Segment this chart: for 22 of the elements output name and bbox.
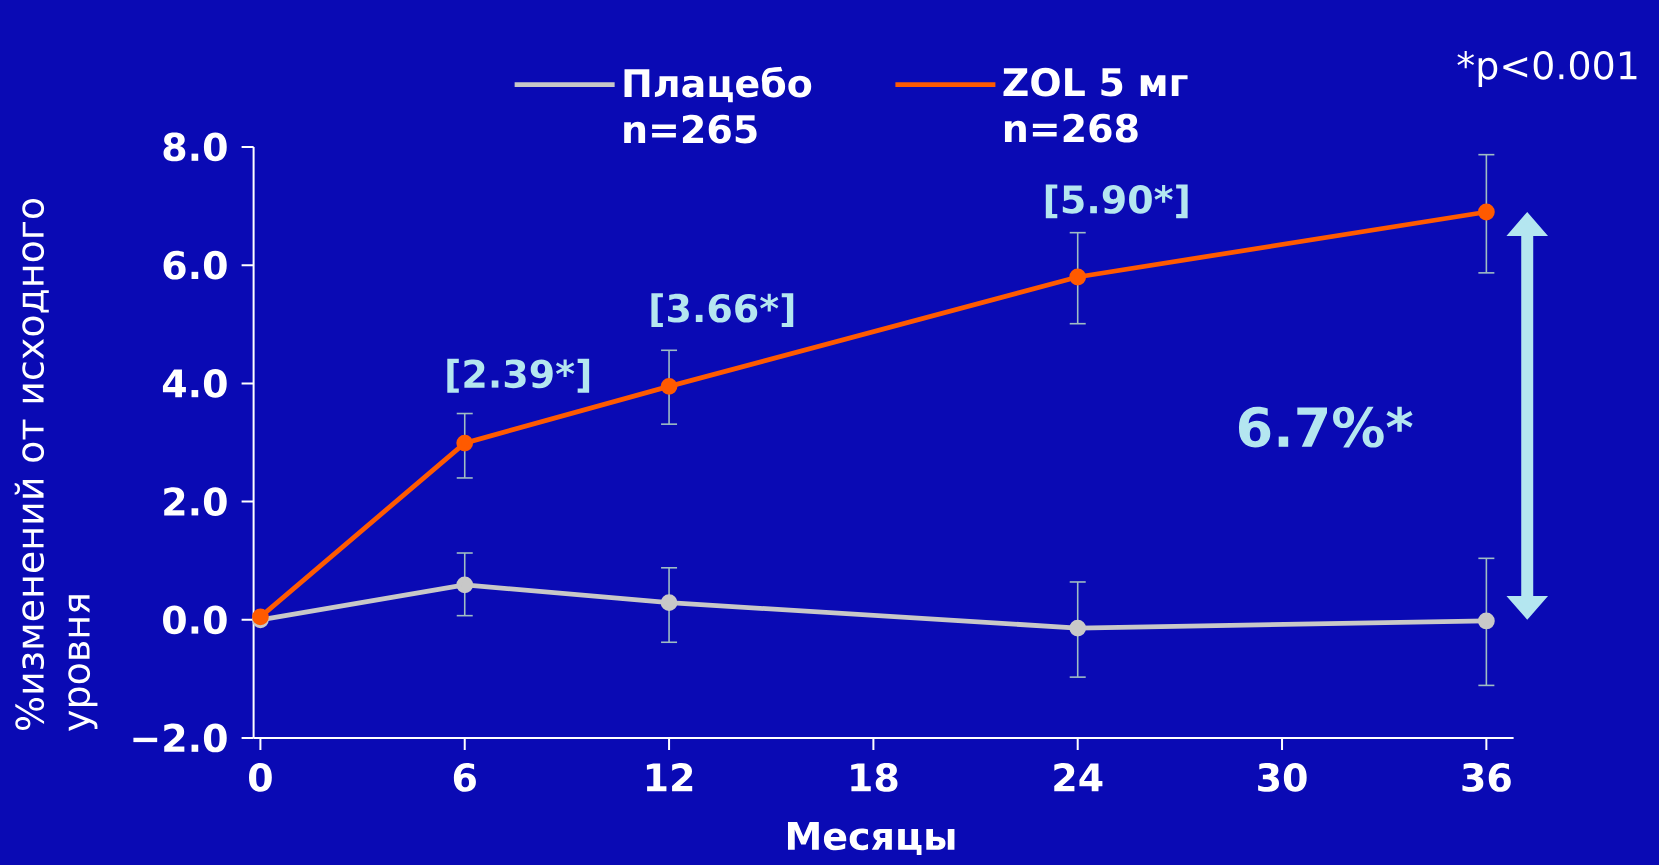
x-tick-label: 36 [1462,763,1511,792]
annotation: [3.66*] [651,293,794,328]
y-tick-label: 6.0 [163,250,227,280]
annotation: 6.7%* [1238,406,1413,448]
annotation: [2.39*] [447,358,590,393]
y-tick-label: 2.0 [164,487,227,516]
y-tick-label: 8.0 [163,132,227,162]
x-tick-label: 12 [646,763,693,792]
legend-label: Плацебо n=265 [624,66,812,144]
x-tick-label: 6 [453,763,476,792]
y-tick-label: 4.0 [162,369,227,398]
x-tick-label: 18 [851,763,898,792]
text: *p<0.001 [1457,50,1637,88]
x-tick-label: 30 [1258,763,1307,792]
legend-label: ZOL 5 мг n=268 [1003,67,1188,143]
annotation: [5.90*] [1045,184,1188,219]
x-tick-label: 24 [1054,763,1103,792]
x-tick-label: 0 [249,763,272,792]
y-axis-title: %изменений от исходного уровня [14,198,98,731]
x-axis-title: Месяцы [787,822,955,855]
y-tick-label: −2.0 [133,723,227,753]
y-tick-label: 0.0 [163,605,227,635]
